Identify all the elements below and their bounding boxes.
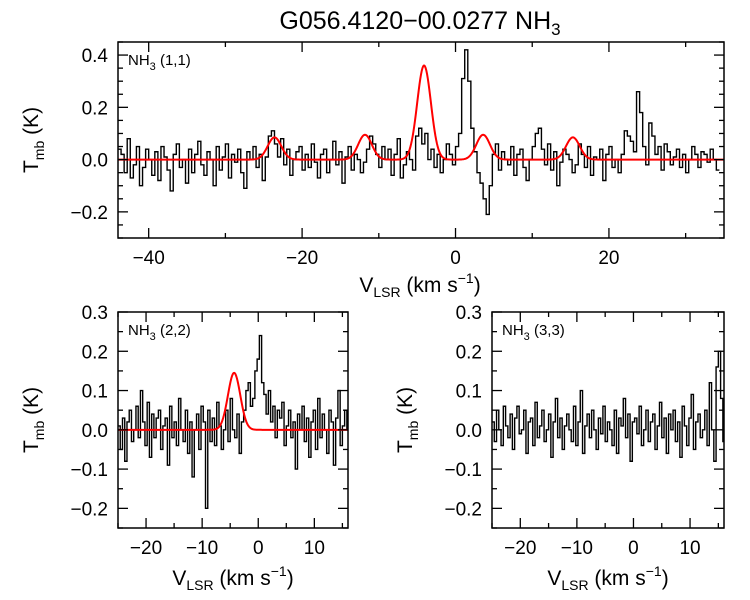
y-tick-label: 0.3 [82,303,108,324]
y-tick-label: 0.1 [456,382,482,403]
y-tick-label: −0.1 [70,460,108,481]
panel-nh3-11: −40 −20 0 20 −0.2 0.0 0.2 0.4 NH3 (1,1) VLSR (km … [20,41,725,300]
y-tick-label: −0.2 [444,499,482,520]
x-tick-label: 10 [304,538,325,559]
y-tick-label: 0.2 [82,342,108,363]
spectrum-line [118,49,720,216]
panel-nh3-33: −20 −10 0 10 −0.2 −0.1 0.0 0.1 0.2 0.3 NH3 (3,3) VL… [394,303,725,593]
y-tick-label: 0.4 [82,46,109,67]
gaussian-fit-line [118,64,724,161]
spectrum-line [118,334,348,510]
x-tick-label: −10 [561,538,593,559]
plot-frame [117,311,349,529]
panel-nh3-22: −20 −10 0 10 −0.2 −0.1 0.0 0.1 0.2 0.3 NH3 (2,2) VL… [20,303,349,593]
y-tick-label: 0.2 [456,342,482,363]
x-tick-label: −20 [130,538,162,559]
x-tick-label: 20 [598,248,619,269]
y-tick-label: 0.1 [82,382,108,403]
y-tick-label: −0.1 [444,460,482,481]
y-tick-label: 0.0 [82,151,108,172]
x-tick-label: 0 [450,248,461,269]
x-tick-label: −40 [133,248,165,269]
y-tick-label: 0.0 [456,421,482,442]
x-axis-label: VLSR (km s−1) [359,270,480,300]
figure-title: G056.4120−00.0277 NH3 [279,7,560,39]
panel-transition-label: NH3 (1,1) [128,52,191,73]
y-tick-label: −0.2 [70,203,108,224]
spectrum-line [492,350,724,462]
plot-frame [117,41,725,239]
x-tick-label: −20 [286,248,318,269]
y-axis-label: Tmb (K) [20,107,47,173]
plot-frame [491,311,725,529]
x-tick-label: −10 [186,538,218,559]
y-axis-label: Tmb (K) [20,387,47,453]
x-axis-label: VLSR (km s−1) [172,563,293,593]
x-tick-label: 0 [628,538,639,559]
x-axis-label: VLSR (km s−1) [547,563,668,593]
gaussian-fit-line [118,371,348,431]
y-tick-label: 0.3 [456,303,482,324]
x-tick-label: 10 [679,538,700,559]
y-tick-label: 0.2 [82,98,108,119]
y-tick-label: −0.2 [70,499,108,520]
y-tick-label: 0.0 [82,421,108,442]
x-tick-label: −20 [504,538,536,559]
panel-transition-label: NH3 (2,2) [128,322,191,343]
x-tick-label: 0 [253,538,264,559]
y-axis-label: Tmb (K) [394,387,421,453]
panel-transition-label: NH3 (3,3) [502,322,565,343]
